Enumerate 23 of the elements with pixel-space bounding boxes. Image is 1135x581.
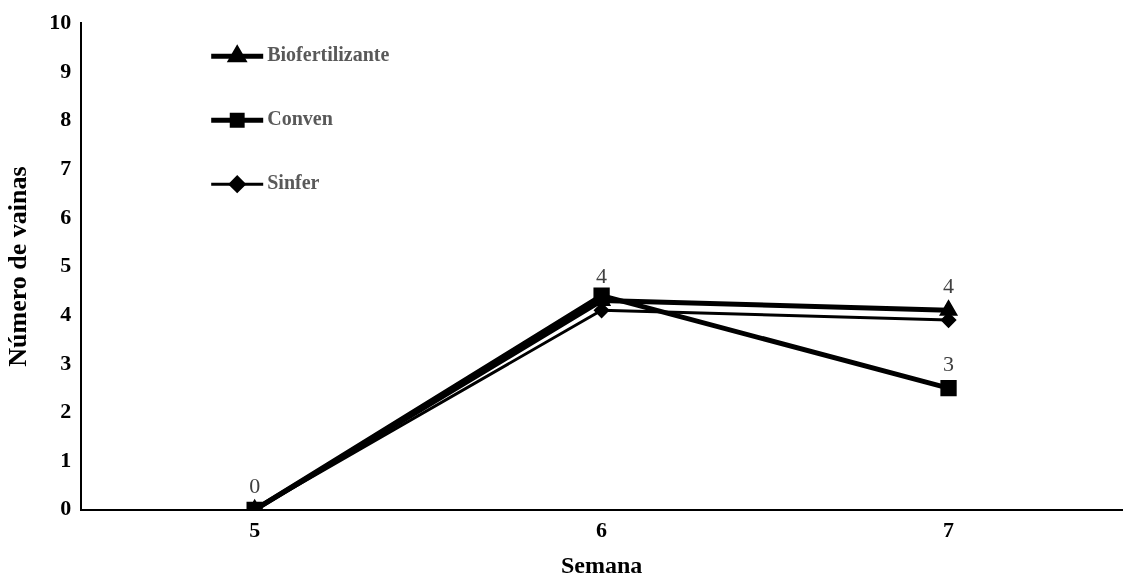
- y-tick-label: 6: [60, 203, 72, 229]
- y-tick-label: 0: [60, 495, 72, 521]
- y-tick-label: 4: [60, 300, 72, 326]
- x-tick-label: 7: [943, 516, 955, 542]
- data-label: 4: [943, 273, 955, 299]
- y-tick-label: 5: [60, 252, 72, 278]
- y-tick-label: 8: [60, 106, 72, 132]
- y-tick-label: 2: [60, 398, 72, 424]
- legend-label: Conven: [267, 107, 333, 130]
- x-tick-label: 6: [596, 516, 608, 542]
- data-label: 4: [596, 263, 608, 289]
- legend-label: Biofertilizante: [267, 43, 390, 66]
- y-tick-label: 9: [60, 57, 72, 83]
- data-label: 0: [249, 472, 261, 498]
- y-tick-label: 3: [60, 349, 72, 375]
- y-tick-label: 7: [60, 154, 72, 180]
- x-tick-label: 5: [249, 516, 261, 542]
- y-tick-label: 10: [49, 8, 72, 34]
- data-label: 3: [943, 350, 955, 376]
- y-tick-label: 1: [60, 446, 72, 472]
- x-axis-title: Semana: [560, 551, 643, 578]
- y-axis-title: Número de vainas: [3, 166, 33, 367]
- legend-label: Sinfer: [267, 171, 320, 194]
